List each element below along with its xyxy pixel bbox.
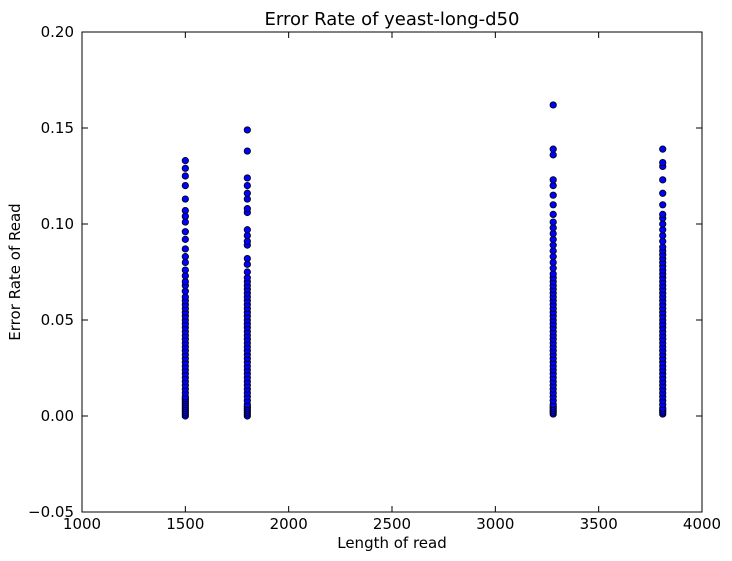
data-point — [181, 157, 189, 165]
plot-area-frame — [81, 31, 703, 513]
x-tick-label: 2500 — [373, 515, 411, 533]
y-axis-label: Error Rate of Read — [6, 203, 24, 340]
data-point — [659, 176, 667, 184]
data-point — [181, 172, 189, 180]
data-point — [549, 218, 557, 226]
y-tick-label: 0.10 — [41, 215, 74, 233]
data-point — [659, 189, 667, 197]
data-point — [181, 182, 189, 190]
data-point — [549, 145, 557, 153]
y-tick-label: 0.20 — [41, 23, 74, 41]
data-point — [181, 253, 189, 261]
data-point — [181, 164, 189, 172]
axis-ticks: 1000 1500 2000 2500 3000 3500 4000 −0.05 0.00 0.0… — [28, 23, 721, 533]
data-point — [549, 101, 557, 109]
data-point — [181, 206, 189, 215]
data-point — [243, 226, 251, 234]
data-point — [243, 182, 251, 190]
data-point — [243, 254, 251, 263]
data-point — [549, 201, 557, 209]
x-tick-label: 2000 — [270, 515, 308, 533]
data-point — [243, 147, 251, 155]
data-point — [243, 268, 251, 276]
data-points — [181, 101, 667, 420]
x-tick-label: 1500 — [166, 515, 204, 533]
data-point — [181, 195, 189, 203]
data-point — [243, 126, 251, 134]
data-point — [243, 189, 251, 197]
y-tick-label: 0.15 — [41, 119, 74, 137]
data-point — [181, 235, 189, 243]
x-tick-label: 3000 — [476, 515, 514, 533]
data-point — [181, 266, 189, 274]
x-tick-label: 1000 — [63, 515, 101, 533]
data-point — [181, 245, 189, 253]
x-axis-label: Length of read — [337, 534, 447, 552]
y-tick-label: −0.05 — [28, 503, 74, 521]
data-point — [243, 205, 251, 213]
data-point — [659, 145, 667, 153]
x-tick-label: 4000 — [683, 515, 721, 533]
data-point — [659, 201, 667, 209]
y-tick-label: 0.05 — [41, 311, 74, 329]
data-point — [659, 210, 667, 218]
data-point — [549, 176, 557, 184]
data-point — [549, 210, 557, 218]
chart-title: Error Rate of yeast-long-d50 — [264, 9, 519, 30]
data-point — [243, 174, 251, 182]
x-tick-label: 3500 — [580, 515, 618, 533]
data-point — [181, 228, 189, 236]
y-tick-label: 0.00 — [41, 407, 74, 425]
data-point — [659, 158, 667, 167]
data-point — [549, 191, 557, 199]
